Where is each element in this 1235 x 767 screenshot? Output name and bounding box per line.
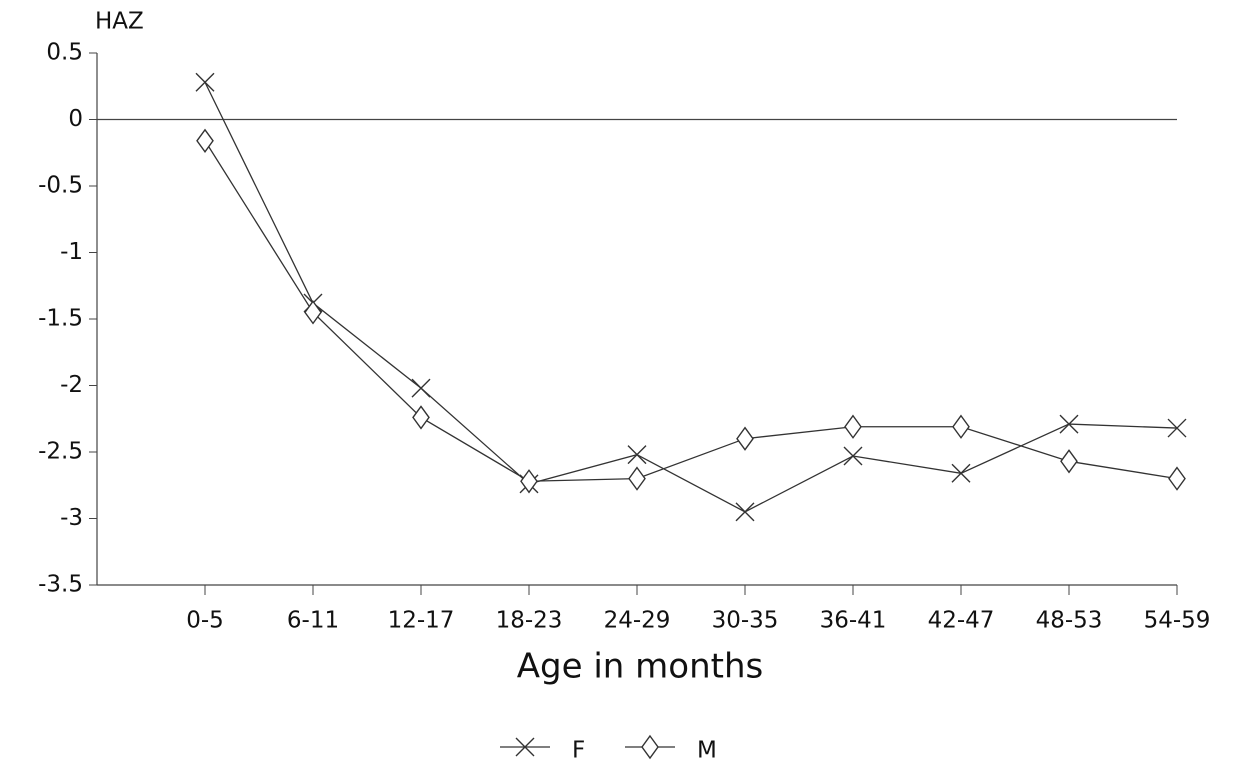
y-tick-label: -1.5 — [38, 306, 83, 332]
marker-x — [735, 502, 755, 522]
point — [843, 446, 863, 466]
marker-x — [843, 446, 863, 466]
marker-x — [195, 72, 215, 92]
legend-marker — [515, 737, 535, 757]
point — [628, 466, 646, 491]
marker-x — [1167, 418, 1187, 438]
point — [412, 405, 430, 430]
point — [196, 128, 214, 153]
legend-label: M — [697, 738, 717, 764]
marker-x — [411, 378, 431, 398]
point — [736, 426, 754, 451]
point — [844, 414, 862, 439]
point — [627, 445, 647, 465]
y-tick-label: -3 — [60, 505, 83, 531]
legend-marker — [641, 734, 659, 760]
point — [952, 414, 970, 439]
point — [411, 378, 431, 398]
point — [1167, 418, 1187, 438]
y-tick-label: 0.5 — [46, 40, 83, 66]
point — [735, 502, 755, 522]
y-tick-label: -3.5 — [38, 572, 83, 598]
y-tick-label: -2 — [60, 372, 83, 398]
y-tick-label: -0.5 — [38, 173, 83, 199]
point — [195, 72, 215, 92]
point — [1060, 449, 1078, 474]
x-tick-label: 42-47 — [928, 608, 995, 634]
y-tick-label: -1 — [60, 239, 83, 265]
y-tick-label: -2.5 — [38, 439, 83, 465]
marker-x — [1059, 414, 1079, 434]
legend-label: F — [572, 738, 585, 764]
x-tick-label: 12-17 — [388, 608, 455, 634]
series-line — [204, 81, 1178, 513]
x-tick-label: 36-41 — [820, 608, 887, 634]
point — [520, 469, 538, 494]
point — [951, 463, 971, 483]
point — [1168, 466, 1186, 491]
marker-x — [951, 463, 971, 483]
x-tick-label: 54-59 — [1144, 608, 1211, 634]
x-axis-label: Age in months — [517, 647, 763, 687]
y-axis-label: HAZ — [95, 9, 144, 35]
x-tick-label: 18-23 — [496, 608, 563, 634]
point — [304, 300, 322, 325]
y-tick-label: 0 — [68, 106, 83, 132]
x-tick-label: 30-35 — [712, 608, 779, 634]
point — [1059, 414, 1079, 434]
marker-x — [515, 737, 535, 757]
x-tick-label: 48-53 — [1036, 608, 1103, 634]
marker-x — [627, 445, 647, 465]
x-tick-label: 6-11 — [287, 608, 339, 634]
x-tick-label: 24-29 — [604, 608, 671, 634]
series-line — [204, 140, 1178, 482]
x-tick-label: 0-5 — [186, 608, 224, 634]
